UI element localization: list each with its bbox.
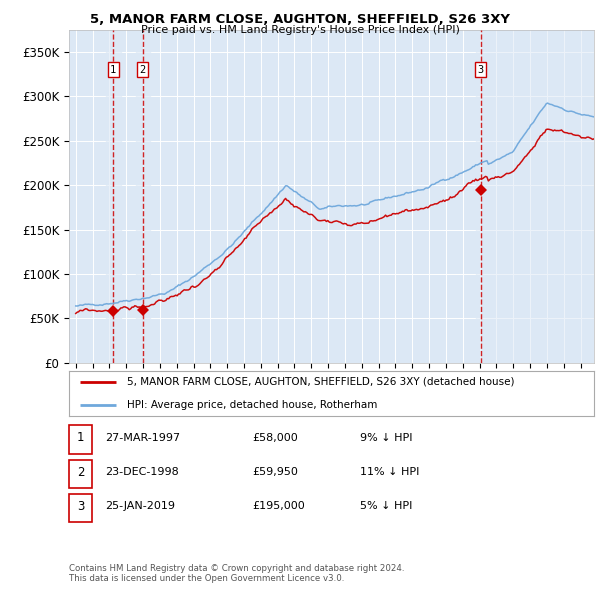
- Text: 3: 3: [478, 64, 484, 74]
- Text: 3: 3: [77, 500, 84, 513]
- Text: 27-MAR-1997: 27-MAR-1997: [105, 433, 180, 442]
- Text: 5, MANOR FARM CLOSE, AUGHTON, SHEFFIELD, S26 3XY: 5, MANOR FARM CLOSE, AUGHTON, SHEFFIELD,…: [90, 13, 510, 26]
- Bar: [476, 30, 594, 363]
- Text: 25-JAN-2019: 25-JAN-2019: [105, 502, 175, 511]
- Text: HPI: Average price, detached house, Rotherham: HPI: Average price, detached house, Roth…: [127, 399, 377, 409]
- Text: 1: 1: [110, 64, 116, 74]
- Text: 2: 2: [77, 466, 84, 478]
- Text: 1: 1: [77, 431, 84, 444]
- Text: 2: 2: [140, 64, 146, 74]
- Text: 23-DEC-1998: 23-DEC-1998: [105, 467, 179, 477]
- Text: £58,000: £58,000: [252, 433, 298, 442]
- Text: Contains HM Land Registry data © Crown copyright and database right 2024.
This d: Contains HM Land Registry data © Crown c…: [69, 563, 404, 583]
- Text: 5, MANOR FARM CLOSE, AUGHTON, SHEFFIELD, S26 3XY (detached house): 5, MANOR FARM CLOSE, AUGHTON, SHEFFIELD,…: [127, 377, 514, 387]
- Text: £195,000: £195,000: [252, 502, 305, 511]
- Text: 9% ↓ HPI: 9% ↓ HPI: [360, 433, 413, 442]
- Text: 5% ↓ HPI: 5% ↓ HPI: [360, 502, 412, 511]
- Text: £59,950: £59,950: [252, 467, 298, 477]
- Bar: [136, 30, 150, 363]
- Text: Price paid vs. HM Land Registry's House Price Index (HPI): Price paid vs. HM Land Registry's House …: [140, 25, 460, 35]
- Text: 11% ↓ HPI: 11% ↓ HPI: [360, 467, 419, 477]
- Bar: [106, 30, 121, 363]
